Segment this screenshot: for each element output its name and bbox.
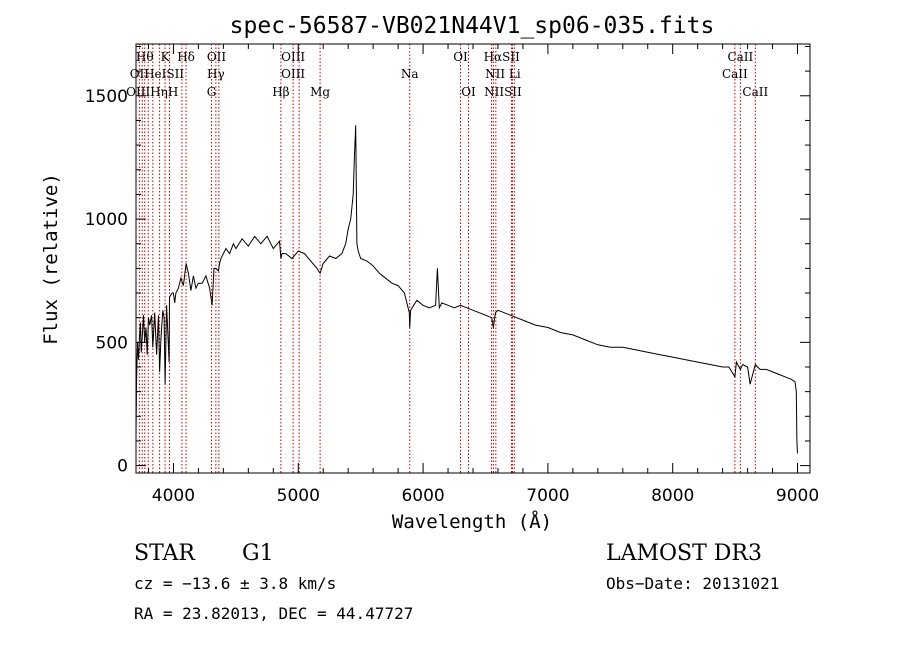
line-label-0-2: Hδ	[177, 50, 195, 64]
line-label-0-0: Hθ	[136, 50, 154, 64]
x-tick-labels: 4000 5000 6000 7000 8000 9000	[152, 486, 819, 506]
line-label-0-5: OI	[453, 50, 468, 64]
y-tick-label-1500: 1500	[85, 87, 128, 107]
x-axis-label: Wavelength (Å)	[392, 510, 552, 533]
plot-frame	[135, 43, 811, 474]
y-tick-label-1000: 1000	[85, 210, 128, 230]
line-label-1-5: NII Li	[485, 67, 521, 81]
line-label-1-1: HeISII	[144, 67, 184, 81]
line-label-0-7: CaII	[727, 50, 753, 64]
chart-title: spec-56587-VB021N44V1_sp06-035.fits	[230, 13, 715, 39]
axis-ticks	[136, 44, 810, 473]
redshift-info: cz = −13.6 ± 3.8 km/s	[134, 574, 336, 593]
line-label-1-3: OIII	[281, 67, 305, 81]
line-label-2-2: Hβ	[272, 85, 289, 99]
line-label-2-0: OIIIHηH	[126, 85, 178, 99]
y-axis-label: Flux (relative)	[40, 173, 62, 345]
line-label-1-0: OII	[130, 67, 150, 81]
line-label-0-1: K	[161, 50, 171, 64]
y-tick-label-0: 0	[117, 457, 128, 477]
line-label-2-1: G	[207, 85, 217, 99]
x-tick-label-4000: 4000	[152, 486, 195, 506]
object-class: STAR	[134, 541, 196, 566]
line-label-1-4: Na	[401, 67, 419, 81]
x-tick-label-5000: 5000	[277, 486, 320, 506]
x-tick-label-7000: 7000	[526, 486, 569, 506]
survey-name: LAMOST DR3	[606, 541, 762, 566]
y-tick-label-500: 500	[96, 333, 128, 353]
x-tick-label-6000: 6000	[401, 486, 444, 506]
line-label-1-2: Hγ	[207, 67, 225, 81]
coordinates: RA = 23.82013, DEC = 44.47727	[134, 604, 413, 623]
line-label-0-4: OIII	[281, 50, 305, 64]
x-tick-label-8000: 8000	[651, 486, 694, 506]
x-tick-label-9000: 9000	[776, 486, 819, 506]
line-label-2-4: OI	[461, 85, 476, 99]
line-label-0-3: OII	[207, 50, 227, 64]
line-label-2-3: Mg	[310, 85, 330, 99]
line-label-0-6: HαSII	[484, 50, 521, 64]
line-label-1-6: CaII	[722, 67, 748, 81]
object-subclass: G1	[242, 541, 274, 566]
line-label-2-5: NIISII	[484, 85, 522, 99]
y-tick-labels: 0 500 1000 1500	[85, 87, 128, 477]
obs-date: Obs−Date: 20131021	[606, 574, 779, 593]
spectrum-series	[135, 125, 798, 454]
line-label-2-6: CaII	[742, 85, 768, 99]
line-markers	[138, 44, 756, 473]
